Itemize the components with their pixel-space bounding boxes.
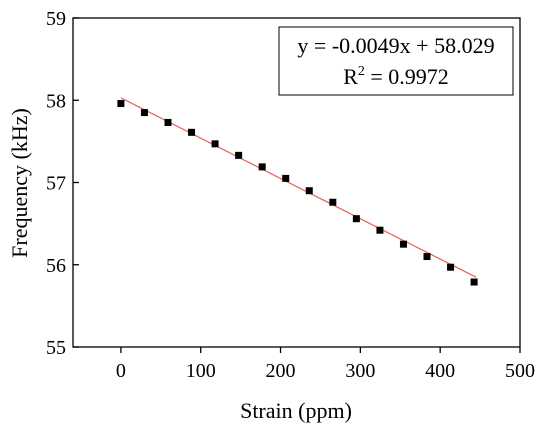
fit-equation: y = -0.0049x + 58.029: [297, 33, 494, 58]
x-axis-title: Strain (ppm): [240, 398, 352, 423]
y-tick-label: 59: [46, 8, 66, 30]
data-points: [117, 100, 478, 286]
y-tick-label: 56: [46, 255, 66, 277]
data-point: [352, 215, 360, 223]
data-point: [282, 174, 290, 182]
x-tick-label: 100: [186, 360, 216, 382]
x-tick-label: 500: [505, 360, 535, 382]
data-point: [447, 263, 455, 271]
data-point: [188, 128, 196, 136]
data-point: [258, 163, 266, 171]
data-point: [117, 100, 125, 108]
fit-line: [120, 97, 477, 278]
data-point: [399, 240, 407, 248]
y-axis-title: Frequency (kHz): [7, 108, 32, 258]
r-squared: R2 = 0.9972: [343, 64, 449, 89]
data-point: [211, 140, 219, 148]
data-point: [305, 187, 313, 195]
y-tick-label: 58: [46, 90, 66, 112]
x-tick-label: 200: [266, 360, 296, 382]
y-axis: 55 56 57 58 59: [46, 8, 79, 359]
x-tick-label: 300: [345, 360, 375, 382]
data-point: [329, 198, 337, 206]
data-point: [140, 109, 148, 117]
y-tick-label: 55: [46, 337, 66, 359]
data-point: [235, 151, 243, 159]
fit-equation-box: y = -0.0049x + 58.029 R2 = 0.9972: [278, 26, 514, 96]
x-axis: 0 100 200 300 400 500: [116, 347, 535, 382]
y-tick-label: 57: [46, 173, 66, 195]
x-tick-label: 400: [425, 360, 455, 382]
annotation-box: [278, 26, 514, 96]
data-point: [376, 226, 384, 234]
data-point: [470, 278, 478, 286]
x-tick-label: 0: [116, 360, 126, 382]
data-point: [423, 253, 431, 261]
data-point: [164, 118, 172, 126]
